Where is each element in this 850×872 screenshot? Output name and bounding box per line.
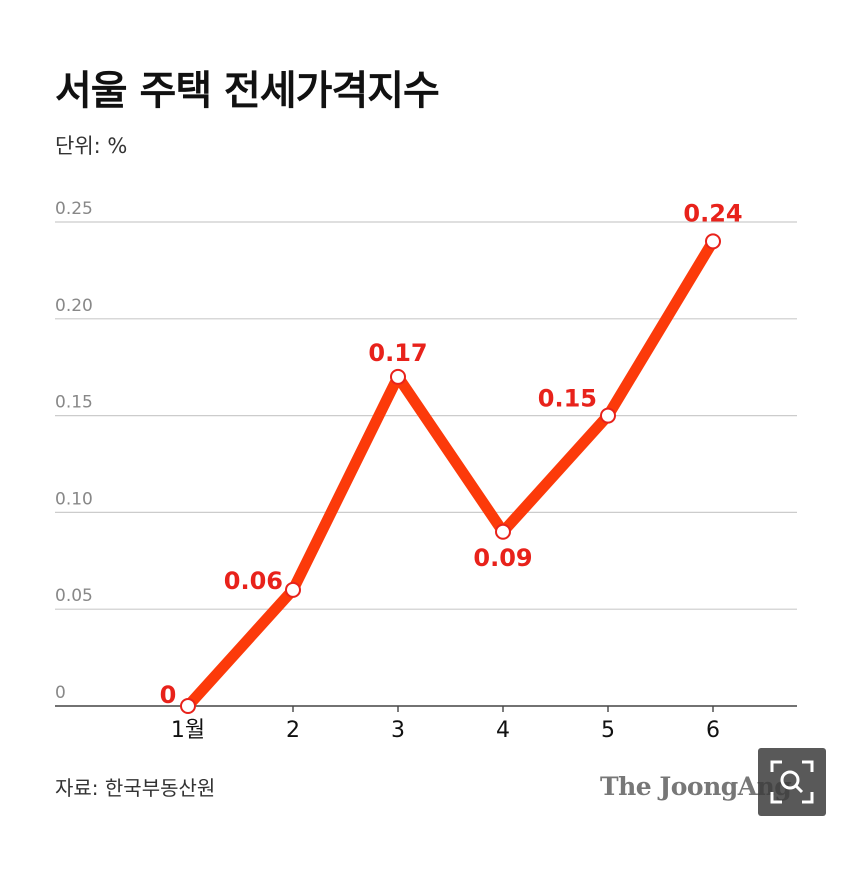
data-label: 0.15 — [538, 385, 597, 413]
y-tick-label: 0.05 — [55, 586, 93, 606]
data-label: 0.06 — [224, 567, 283, 595]
data-point — [495, 523, 511, 540]
y-tick-label: 0.10 — [55, 489, 93, 509]
x-tick-label: 1월 — [171, 718, 205, 743]
y-tick-label: 0 — [55, 683, 66, 703]
chart-title: 서울 주택 전세가격지수 — [55, 68, 440, 114]
series-line — [182, 235, 719, 712]
unit-label: 단위: % — [55, 134, 128, 158]
x-tick-label: 4 — [496, 718, 510, 743]
x-tick-label: 6 — [706, 718, 720, 743]
source-label: 자료: 한국부동산원 — [55, 776, 216, 800]
data-point — [285, 581, 301, 598]
data-label: 0.24 — [683, 199, 742, 227]
data-point — [390, 368, 406, 385]
data-point — [600, 407, 616, 424]
y-tick-label: 0.20 — [55, 296, 93, 316]
y-tick-label: 0.25 — [55, 199, 93, 219]
data-label: 0 — [160, 681, 177, 709]
x-tick-label: 3 — [391, 718, 405, 743]
data-point — [705, 233, 721, 250]
data-point — [180, 698, 196, 714]
y-tick-label: 0.15 — [55, 393, 93, 413]
x-tick-label: 5 — [601, 718, 615, 743]
zoom-search-icon — [770, 760, 814, 804]
data-label: 0.17 — [368, 339, 427, 367]
data-label: 0.09 — [473, 544, 532, 572]
x-tick-label: 2 — [286, 718, 300, 743]
zoom-button[interactable] — [758, 748, 826, 816]
